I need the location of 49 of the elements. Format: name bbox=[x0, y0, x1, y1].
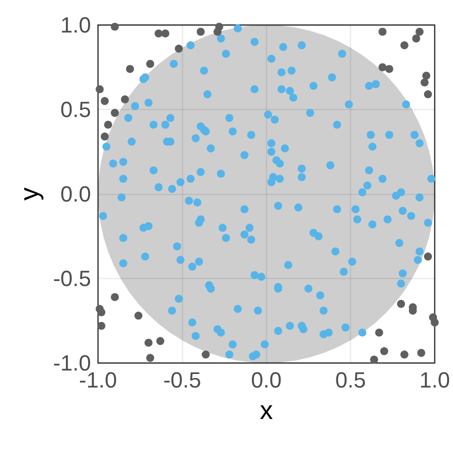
point bbox=[375, 328, 384, 337]
point bbox=[215, 22, 224, 31]
point bbox=[424, 90, 432, 98]
point bbox=[146, 60, 154, 68]
x-tick-label: 0.5 bbox=[335, 368, 366, 392]
point bbox=[144, 338, 153, 347]
point bbox=[196, 28, 205, 36]
point bbox=[400, 41, 408, 50]
point bbox=[420, 78, 429, 86]
point bbox=[412, 34, 420, 43]
point bbox=[120, 95, 129, 104]
point bbox=[400, 350, 408, 359]
y-tick-label: 0.0 bbox=[60, 182, 91, 206]
y-tick-label: -0.5 bbox=[53, 266, 91, 291]
point bbox=[110, 108, 119, 117]
point bbox=[146, 354, 154, 362]
point bbox=[385, 64, 394, 73]
point bbox=[424, 252, 432, 261]
point bbox=[126, 64, 134, 73]
point bbox=[397, 300, 406, 308]
point bbox=[104, 120, 112, 129]
y-tick-label: 1.0 bbox=[60, 12, 91, 38]
point bbox=[202, 350, 210, 359]
point bbox=[100, 132, 109, 141]
y-axis-title: y bbox=[14, 188, 44, 200]
point bbox=[422, 72, 430, 80]
x-tick-label: -0.5 bbox=[163, 368, 202, 392]
point bbox=[97, 308, 106, 316]
point bbox=[97, 322, 106, 330]
x-tick-label: 1.0 bbox=[419, 368, 450, 392]
point bbox=[430, 318, 439, 326]
x-axis-title: x bbox=[260, 395, 273, 425]
y-tick-label: 0.5 bbox=[60, 97, 91, 122]
point bbox=[154, 29, 163, 38]
point bbox=[156, 337, 164, 346]
point bbox=[96, 85, 104, 94]
point bbox=[417, 348, 426, 357]
point bbox=[378, 63, 387, 72]
point bbox=[378, 28, 387, 36]
point bbox=[100, 97, 109, 106]
x-tick-label: 0.0 bbox=[251, 368, 282, 392]
point bbox=[416, 28, 424, 36]
point bbox=[370, 356, 378, 364]
point bbox=[161, 29, 170, 38]
point bbox=[380, 347, 388, 356]
point bbox=[110, 22, 119, 31]
point bbox=[174, 44, 183, 53]
point bbox=[110, 293, 119, 302]
point bbox=[134, 312, 142, 320]
